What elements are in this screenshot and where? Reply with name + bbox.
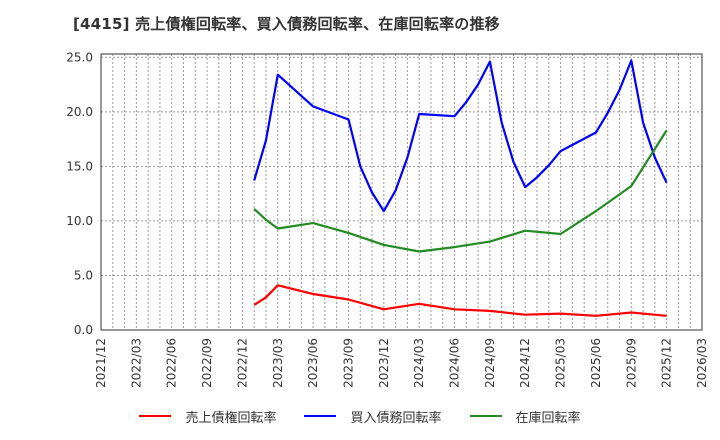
x-tick-label: 2023/12 <box>377 338 391 388</box>
y-tick-label: 0.0 <box>74 323 93 337</box>
y-tick-label: 10.0 <box>66 214 93 228</box>
y-axis-ticks: 0.0 5.0 10.0 15.0 20.0 25.0 <box>66 50 93 337</box>
x-tick-label: 2025/03 <box>554 338 568 388</box>
series-line-2 <box>253 129 668 253</box>
y-tick-label: 25.0 <box>66 50 93 64</box>
x-tick-label: 2023/03 <box>271 338 285 388</box>
x-tick-label: 2022/06 <box>165 338 179 388</box>
legend-red-line-icon <box>139 415 172 417</box>
y-tick-label: 5.0 <box>74 268 93 282</box>
x-tick-label: 2023/06 <box>306 338 320 388</box>
x-tick-label: 2023/09 <box>341 338 355 388</box>
chart-title: [4415] 売上債権回転率、買入債務回転率、在庫回転率の推移 <box>73 15 500 33</box>
legend-label: 買入債務回転率 <box>350 410 442 426</box>
legend-item-payables-turnover: 買入債務回転率 <box>304 404 442 428</box>
x-tick-label: 2025/12 <box>660 338 674 388</box>
series-line-0 <box>253 284 667 317</box>
legend-blue-line-icon <box>304 415 337 417</box>
x-tick-label: 2025/06 <box>589 338 603 388</box>
legend-green-line-icon <box>469 415 502 417</box>
series-line-1 <box>253 59 668 213</box>
data-series <box>253 59 668 317</box>
grid-lines <box>101 54 702 330</box>
x-tick-label: 2026/03 <box>695 338 709 388</box>
chart-legend: 売上債権回転率 買入債務回転率 在庫回転率 <box>0 404 720 428</box>
y-tick-label: 20.0 <box>66 105 93 119</box>
x-tick-label: 2022/09 <box>200 338 214 388</box>
x-tick-label: 2024/03 <box>412 338 426 388</box>
x-tick-label: 2022/12 <box>235 338 249 388</box>
x-tick-label: 2024/09 <box>483 338 497 388</box>
y-tick-label: 15.0 <box>66 159 93 173</box>
legend-label: 売上債権回転率 <box>185 410 277 426</box>
x-tick-label: 2022/03 <box>129 338 143 388</box>
x-tick-label: 2025/09 <box>624 338 638 388</box>
plot-area-frame <box>100 53 703 331</box>
legend-item-inventory-turnover: 在庫回転率 <box>469 404 581 428</box>
x-tick-label: 2024/12 <box>518 338 532 388</box>
x-tick-label: 2021/12 <box>94 338 108 388</box>
x-axis-ticks: 2021/12 2022/03 2022/06 2022/09 2022/12 2023/… <box>94 338 709 388</box>
legend-label: 在庫回転率 <box>515 410 581 426</box>
x-tick-label: 2024/06 <box>448 338 462 388</box>
legend-item-receivables-turnover: 売上債権回転率 <box>139 404 276 428</box>
